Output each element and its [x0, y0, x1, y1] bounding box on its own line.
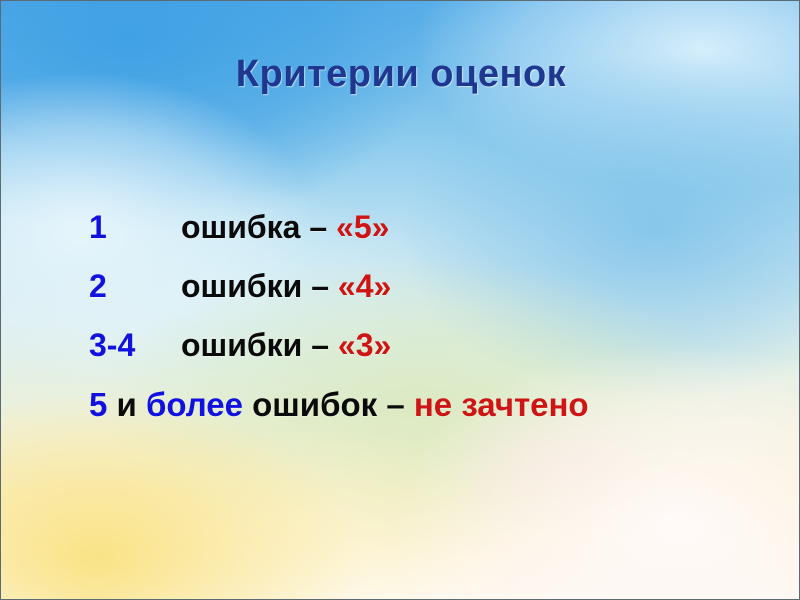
criteria-conjunction-4: и: [116, 386, 137, 423]
criteria-grade-2: «4»: [337, 268, 392, 304]
criteria-dash-3: –: [311, 327, 330, 363]
criteria-row-3: 3-4 ошибки – «3»: [89, 329, 779, 361]
criteria-word-1: ошибка: [181, 209, 301, 245]
criteria-row-4: 5 и более ошибок – не зачтено: [89, 388, 779, 421]
criteria-word-3: ошибки: [181, 327, 303, 363]
criteria-grade-3: «3»: [337, 327, 392, 363]
criteria-count-1: 1: [89, 209, 107, 245]
criteria-word-4: ошибок: [252, 386, 378, 423]
criteria-more-4: более: [146, 386, 243, 423]
criteria-word-2: ошибки: [181, 268, 303, 304]
criteria-list: 1 ошибка – «5» 2 ошибки – «4» 3-4 ошибки – …: [89, 211, 779, 421]
criteria-count-2: 2: [89, 268, 107, 304]
criteria-row-1: 1 ошибка – «5»: [89, 211, 779, 243]
criteria-grade-1: «5»: [336, 209, 390, 245]
criteria-row-2: 2 ошибки – «4»: [89, 270, 779, 302]
criteria-grade-4: не зачтено: [413, 386, 589, 423]
criteria-count-3: 3-4: [89, 327, 136, 363]
criteria-count-4: 5: [89, 386, 108, 423]
criteria-dash-1: –: [309, 209, 328, 245]
criteria-dash-2: –: [311, 268, 330, 304]
criteria-dash-4: –: [386, 386, 405, 423]
slide-title: Критерии оценок: [235, 53, 567, 95]
